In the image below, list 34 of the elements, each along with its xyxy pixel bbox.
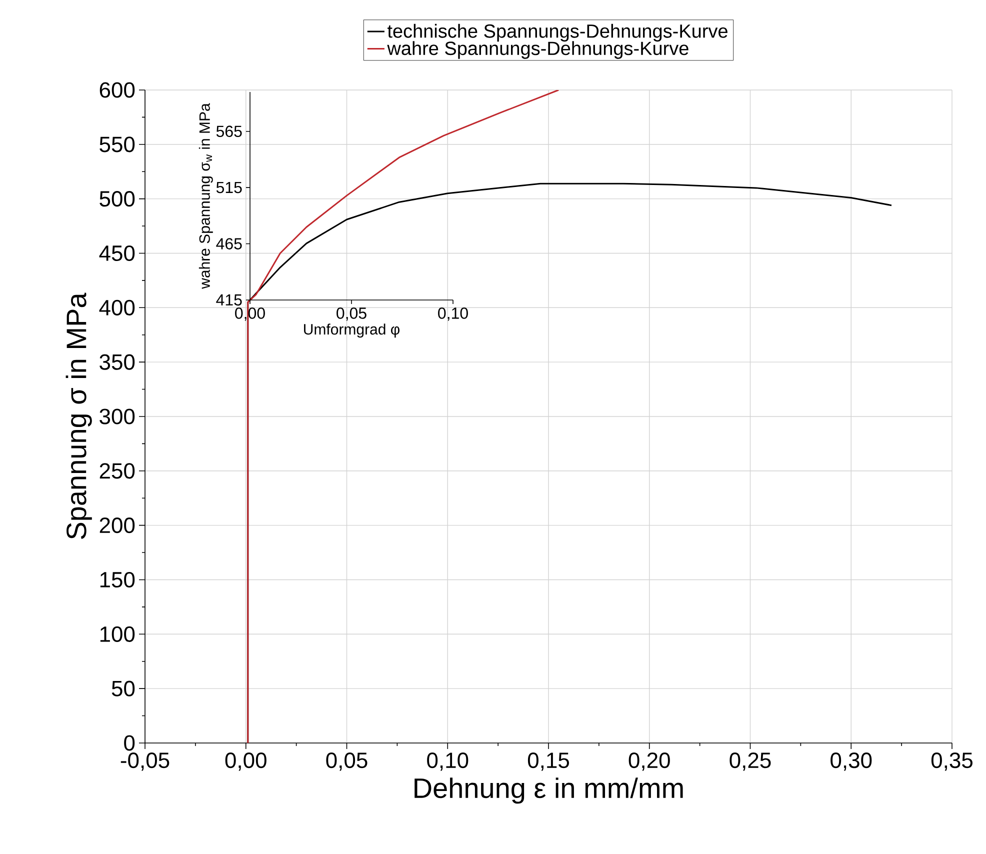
x-axis-title: Dehnung ε in mm/mm [414,778,683,804]
x-axis-title: Umformgrad φ [304,324,400,338]
y-tick-label: 300 [100,408,135,424]
y-tick-label: 0 [124,735,135,751]
y-tick-label: 415 [216,294,242,306]
x-tick-label: 0,30 [830,752,872,771]
y-tick-label: 50 [112,680,135,696]
y-tick-label: 350 [100,354,135,370]
legend-label: technische Spannungs-Dehnungs-Kurve [387,24,728,42]
y-tick-label: 200 [100,518,135,534]
y-tick-label: 150 [100,572,135,588]
y-axis-title: Spannung σ in MPa [66,292,92,540]
y-tick-label: 550 [100,136,135,152]
x-tick-label: 0,05 [336,308,366,321]
y-tick-label: 565 [216,126,242,138]
y-tick-label: 450 [99,245,135,262]
x-tick-label: -0,05 [120,752,170,771]
y-axis-title: wahre Spannung σ$_{w}$ in MPa [198,103,213,289]
x-tick-label: 0,15 [528,752,569,771]
y-tick-label: 515 [216,182,242,194]
y-tick-label: 400 [99,300,135,316]
legend-label: wahre Spannungs-Dehnungs-Kurve [387,41,688,59]
y-tick-label: 600 [100,82,135,98]
y-tick-label: 500 [100,191,135,207]
x-tick-label: 0,10 [438,308,468,321]
y-tick-label: 465 [216,238,242,250]
x-tick-label: 0,10 [427,752,468,771]
x-tick-label: 0,00 [225,752,266,771]
x-tick-label: 0,20 [628,752,670,771]
y-tick-label: 100 [100,626,135,642]
x-tick-label: 0,05 [326,752,368,771]
x-tick-label: 0,25 [730,752,771,771]
y-tick-label: 250 [100,463,135,479]
x-tick-label: 0,35 [931,752,972,771]
